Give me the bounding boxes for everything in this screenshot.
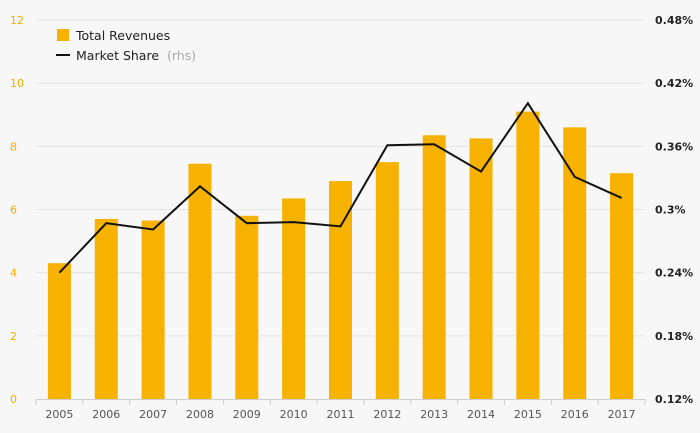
legend-market-share-note: (rhs)	[167, 48, 196, 63]
bar-total-revenues	[422, 135, 446, 399]
y-right-tick-label: 0.18%	[655, 330, 693, 343]
y-right-tick-label: 0.42%	[655, 77, 693, 90]
bar-total-revenues	[329, 181, 352, 399]
bar-total-revenues	[235, 215, 259, 399]
bar-total-revenues	[141, 220, 165, 399]
y-right-tick-label: 0.36%	[655, 140, 693, 153]
y-left-tick-label: 6	[10, 204, 17, 217]
y-left-tick-label: 0	[10, 393, 17, 406]
x-tick-label: 2016	[561, 408, 589, 421]
bar-total-revenues	[282, 198, 306, 399]
bar-series	[47, 111, 634, 399]
bar-total-revenues	[516, 111, 540, 399]
x-tick-label: 2006	[92, 408, 120, 421]
y-left-tick-label: 4	[10, 267, 17, 280]
y-left-tick-label: 12	[10, 14, 24, 27]
axes: 0 0.12% 2 0.18% 4 0.24% 6 0.3% 8 0.36% 10 0.42% 12 0.…	[10, 14, 693, 421]
x-tick-label: 2009	[233, 408, 261, 421]
y-right-tick-label: 0.24%	[655, 267, 693, 280]
bar-total-revenues	[47, 263, 71, 399]
x-tick-label: 2005	[45, 408, 73, 421]
x-tick-label: 2013	[420, 408, 448, 421]
bar-total-revenues	[375, 162, 399, 399]
line-series	[58, 101, 622, 274]
bar-total-revenues	[610, 173, 634, 399]
legend-market-share-name: Market Share	[76, 48, 159, 63]
y-left-tick-label: 2	[10, 330, 17, 343]
bar-total-revenues	[188, 163, 212, 399]
y-left-tick-label: 10	[10, 77, 24, 90]
x-tick-label: 2010	[280, 408, 308, 421]
line-market-share	[58, 101, 622, 274]
x-tick-label: 2015	[514, 408, 542, 421]
bar-total-revenues	[563, 127, 587, 399]
y-left-tick-label: 8	[10, 140, 17, 153]
x-tick-label: 2017	[608, 408, 636, 421]
x-tick-label: 2014	[467, 408, 495, 421]
x-tick-label: 2012	[373, 408, 401, 421]
x-tick-label: 2008	[186, 408, 214, 421]
legend: Total Revenues Market Share (rhs)	[56, 28, 196, 63]
legend-swatch-total-revenues	[57, 29, 69, 41]
y-right-tick-label: 0.48%	[655, 14, 693, 27]
x-tick-label: 2011	[327, 408, 355, 421]
bar-total-revenues	[94, 218, 118, 399]
y-right-tick-label: 0.12%	[655, 393, 693, 406]
x-tick-label: 2007	[139, 408, 167, 421]
legend-label-market-share: Market Share (rhs)	[76, 48, 196, 63]
bar-total-revenues	[469, 138, 493, 399]
legend-label-total-revenues: Total Revenues	[75, 28, 170, 43]
y-right-tick-label: 0.3%	[655, 204, 686, 217]
